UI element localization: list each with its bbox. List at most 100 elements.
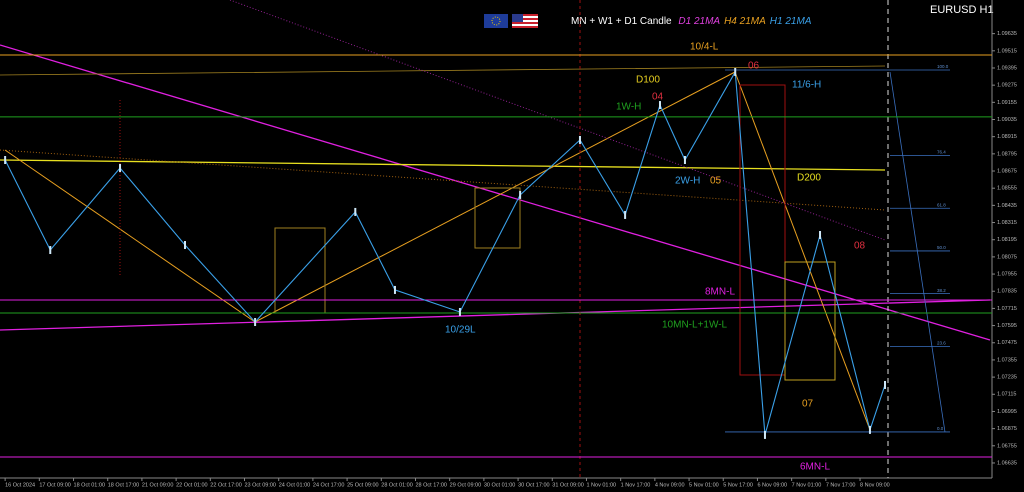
x-tick-label: 28 Oct 17:00 (415, 482, 447, 488)
annotation: 07 (802, 399, 814, 410)
annotation: 04 (652, 92, 664, 103)
x-tick-label: 18 Oct 17:00 (108, 482, 140, 488)
header-ma: H1 21MA (770, 16, 812, 27)
trend-line (0, 44, 991, 341)
x-tick-label: 31 Oct 09:00 (552, 482, 584, 488)
y-tick-label: 1.07355 (997, 357, 1017, 363)
flags (484, 14, 538, 28)
y-tick-label: 1.07595 (997, 323, 1017, 329)
header-ma: D1 21MA (678, 16, 720, 27)
annotation: D200 (797, 173, 821, 184)
y-tick-label: 1.09035 (997, 117, 1017, 123)
y-tick-label: 1.07115 (997, 392, 1016, 398)
x-tick-label: 7 Nov 17:00 (826, 482, 856, 488)
us-stripe (512, 16, 538, 18)
trend-line (0, 65, 886, 76)
y-tick-label: 1.07235 (997, 375, 1017, 381)
x-tick-label: 24 Oct 17:00 (313, 482, 345, 488)
d1-box (784, 261, 836, 381)
fib-label: 76.4 (937, 150, 946, 155)
y-tick-label: 1.06995 (997, 409, 1017, 415)
y-tick-label: 1.08075 (997, 254, 1017, 260)
level-label: 6MN-L (800, 462, 830, 473)
y-tick-label: 1.08555 (997, 186, 1017, 192)
x-tick-label: 8 Nov 09:00 (860, 482, 890, 488)
y-tick-label: 1.07835 (997, 289, 1017, 295)
trend-line (4, 149, 256, 323)
x-tick-label: 4 Nov 09:00 (655, 482, 685, 488)
level-label: 1W-H (616, 102, 641, 113)
annotation: 05 (710, 176, 722, 187)
price-candle (519, 190, 522, 199)
fib-label: 50.0 (937, 245, 946, 250)
eu-stars (491, 16, 501, 26)
d1-box (474, 187, 521, 249)
dotted-line (0, 149, 886, 211)
annotation: 06 (748, 61, 760, 72)
y-tick-label: 1.06635 (997, 460, 1017, 466)
x-tick-label: 16 Oct 2024 (5, 482, 35, 488)
trend-line (734, 71, 871, 431)
x-tick-label: 5 Nov 17:00 (723, 482, 753, 488)
price-candle (658, 101, 661, 110)
x-tick-label: 29 Oct 09:00 (450, 482, 482, 488)
annotation: 08 (854, 241, 866, 252)
header-main: MN + W1 + D1 Candle (571, 16, 672, 27)
price-candle (624, 210, 627, 219)
level-label: 10/4-L (690, 42, 719, 53)
us-stripe (512, 24, 538, 26)
annotation: 11/6-H (792, 80, 821, 91)
fib-label: 38.2 (937, 288, 946, 293)
x-tick-label: 23 Oct 09:00 (245, 482, 277, 488)
y-tick-label: 1.08795 (997, 151, 1017, 157)
price-candle (578, 135, 581, 144)
price-candle (734, 67, 737, 76)
y-tick-label: 1.06755 (997, 443, 1017, 449)
annotation: 2W-H (675, 176, 700, 187)
x-tick-label: 22 Oct 17:00 (210, 482, 242, 488)
price-candle (354, 207, 357, 216)
x-tick-label: 1 Nov 01:00 (586, 482, 616, 488)
price-candle (819, 230, 822, 239)
x-tick-label: 1 Nov 17:00 (621, 482, 651, 488)
level-label: 10MN-L+1W-L (662, 320, 728, 331)
x-tick-label: 30 Oct 17:00 (518, 482, 550, 488)
price-candle (683, 156, 686, 165)
x-tick-label: 21 Oct 09:00 (142, 482, 174, 488)
price-candle (49, 246, 52, 255)
us-canton (512, 14, 523, 22)
symbol: EURUSD H1 (930, 4, 994, 16)
price-candle (393, 285, 396, 294)
level-label: 8MN-L (705, 287, 735, 298)
dotted-line (229, 0, 886, 241)
y-tick-label: 1.06875 (997, 426, 1017, 432)
fib-label: 61.8 (937, 202, 946, 207)
d1-box (739, 84, 786, 376)
x-tick-label: 22 Oct 01:00 (176, 482, 208, 488)
trend-line (0, 159, 886, 171)
y-tick-label: 1.08675 (997, 168, 1017, 174)
x-tick-label: 25 Oct 09:00 (347, 482, 379, 488)
trend-line (889, 71, 946, 433)
header: MN + W1 + D1 Candle D1 21MA H4 21MA H1 21M… (571, 16, 812, 27)
y-tick-label: 1.09635 (997, 31, 1017, 37)
header-ma: H4 21MA (724, 16, 766, 27)
trend-line (254, 71, 736, 323)
price-candle (4, 156, 7, 165)
price-candle (254, 318, 257, 327)
fib-label: 23.6 (937, 341, 946, 346)
price-candle (119, 164, 122, 173)
price-candle (884, 380, 886, 389)
y-tick-label: 1.08915 (997, 134, 1017, 140)
price-candle (868, 425, 871, 434)
y-tick-label: 1.09515 (997, 48, 1017, 54)
x-tick-label: 6 Nov 09:00 (757, 482, 787, 488)
price-candle (763, 430, 766, 439)
y-tick-label: 1.09275 (997, 83, 1017, 89)
x-tick-label: 18 Oct 01:00 (74, 482, 106, 488)
x-tick-label: 30 Oct 01:00 (484, 482, 516, 488)
annotation: 10/29L (445, 325, 476, 336)
x-tick-label: 24 Oct 01:00 (279, 482, 311, 488)
